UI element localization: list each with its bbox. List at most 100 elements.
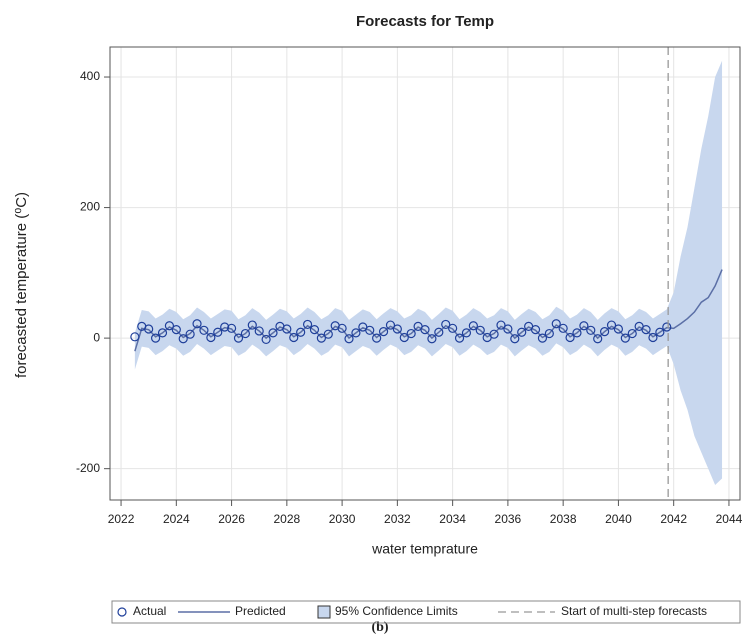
x-tick-label: 2042	[660, 512, 687, 526]
actual-point	[157, 328, 168, 338]
predicted-line	[134, 269, 723, 352]
actual-point	[565, 332, 575, 343]
actual-point	[503, 324, 513, 334]
actual-point	[206, 332, 216, 343]
actual-point	[192, 319, 202, 329]
actual-point	[296, 327, 306, 337]
legend-box	[111, 600, 741, 624]
actual-point	[420, 325, 430, 335]
actual-point	[558, 323, 568, 333]
y-axis-label: forecasted temperature (⁰C)	[13, 192, 30, 378]
actual-point	[579, 321, 589, 331]
actual-point	[489, 329, 499, 339]
actual-point	[178, 334, 188, 344]
x-tick-label: 2030	[329, 512, 356, 526]
actual-point	[641, 325, 651, 335]
actual-point	[213, 327, 223, 337]
legend-marker	[317, 605, 331, 619]
confidence-band	[134, 60, 723, 485]
actual-point	[496, 320, 506, 330]
actual-point	[399, 332, 409, 343]
actual-point	[171, 325, 181, 335]
actual-point	[261, 334, 271, 345]
actual-point	[468, 321, 478, 331]
actual-point	[247, 320, 257, 330]
actual-point	[240, 328, 250, 339]
actual-point	[427, 334, 437, 344]
x-tick-label: 2028	[273, 512, 300, 526]
actual-point	[600, 326, 610, 337]
actual-point	[226, 323, 237, 333]
actual-point	[309, 325, 320, 335]
actual-point	[289, 332, 299, 343]
actual-point	[130, 332, 140, 342]
legend-label: Predicted	[235, 604, 286, 618]
x-tick-label: 2038	[550, 512, 577, 526]
actual-point	[378, 326, 389, 337]
actual-point	[475, 325, 485, 335]
actual-point	[372, 333, 382, 343]
actual-point	[448, 323, 458, 333]
actual-point	[406, 328, 416, 339]
actual-point	[282, 324, 292, 334]
x-tick-label: 2040	[605, 512, 632, 526]
actual-point	[164, 321, 175, 331]
actual-point	[620, 333, 630, 343]
actual-point	[593, 334, 603, 344]
x-tick-label: 2036	[495, 512, 522, 526]
actual-point	[254, 326, 264, 336]
actual-point	[586, 325, 596, 335]
actual-point	[441, 319, 451, 330]
caption: (b)	[371, 620, 388, 635]
actual-point	[510, 334, 520, 344]
actual-point	[454, 333, 465, 343]
actual-point	[551, 319, 561, 329]
y-tick-label: -200	[76, 461, 100, 475]
actual-point	[537, 333, 548, 343]
actual-point	[572, 328, 582, 338]
actual-point	[365, 325, 375, 335]
actual-point	[627, 328, 637, 339]
actual-point	[351, 328, 361, 338]
actual-point	[344, 334, 354, 344]
actual-point	[199, 325, 209, 335]
x-tick-label: 2032	[384, 512, 411, 526]
plot-frame	[109, 46, 741, 501]
y-tick-label: 400	[80, 69, 100, 83]
y-tick-label: 200	[80, 200, 100, 214]
y-tick-label: 0	[93, 330, 100, 344]
x-axis-label: water temprature	[371, 541, 478, 557]
actual-point	[655, 327, 665, 337]
actual-point	[544, 328, 554, 339]
actual-point	[220, 322, 230, 332]
x-tick-label: 2044	[716, 512, 743, 526]
actual-point	[323, 329, 333, 339]
x-tick-label: 2022	[108, 512, 135, 526]
actual-point	[302, 319, 313, 330]
actual-point	[606, 320, 617, 330]
actual-point	[150, 333, 161, 343]
legend-marker	[117, 607, 127, 617]
legend-label: Actual	[133, 604, 166, 618]
actual-point	[144, 324, 154, 334]
actual-point	[185, 329, 195, 339]
actual-point	[662, 322, 672, 332]
actual-point	[268, 328, 278, 338]
x-tick-label: 2024	[163, 512, 190, 526]
legend-label: Start of multi-step forecasts	[561, 604, 707, 618]
actual-point	[337, 323, 347, 333]
actual-point	[517, 327, 527, 337]
chart-title: Forecasts for Temp	[356, 13, 494, 30]
actual-point	[434, 327, 444, 337]
x-tick-label: 2034	[439, 512, 466, 526]
actual-point	[392, 324, 402, 334]
actual-point	[461, 328, 472, 338]
actual-point	[648, 332, 658, 343]
actual-point	[530, 325, 541, 335]
x-tick-label: 2026	[218, 512, 245, 526]
actual-point	[613, 324, 624, 334]
legend-label: 95% Confidence Limits	[335, 604, 458, 618]
actual-point	[233, 333, 244, 343]
actual-point	[316, 333, 326, 343]
